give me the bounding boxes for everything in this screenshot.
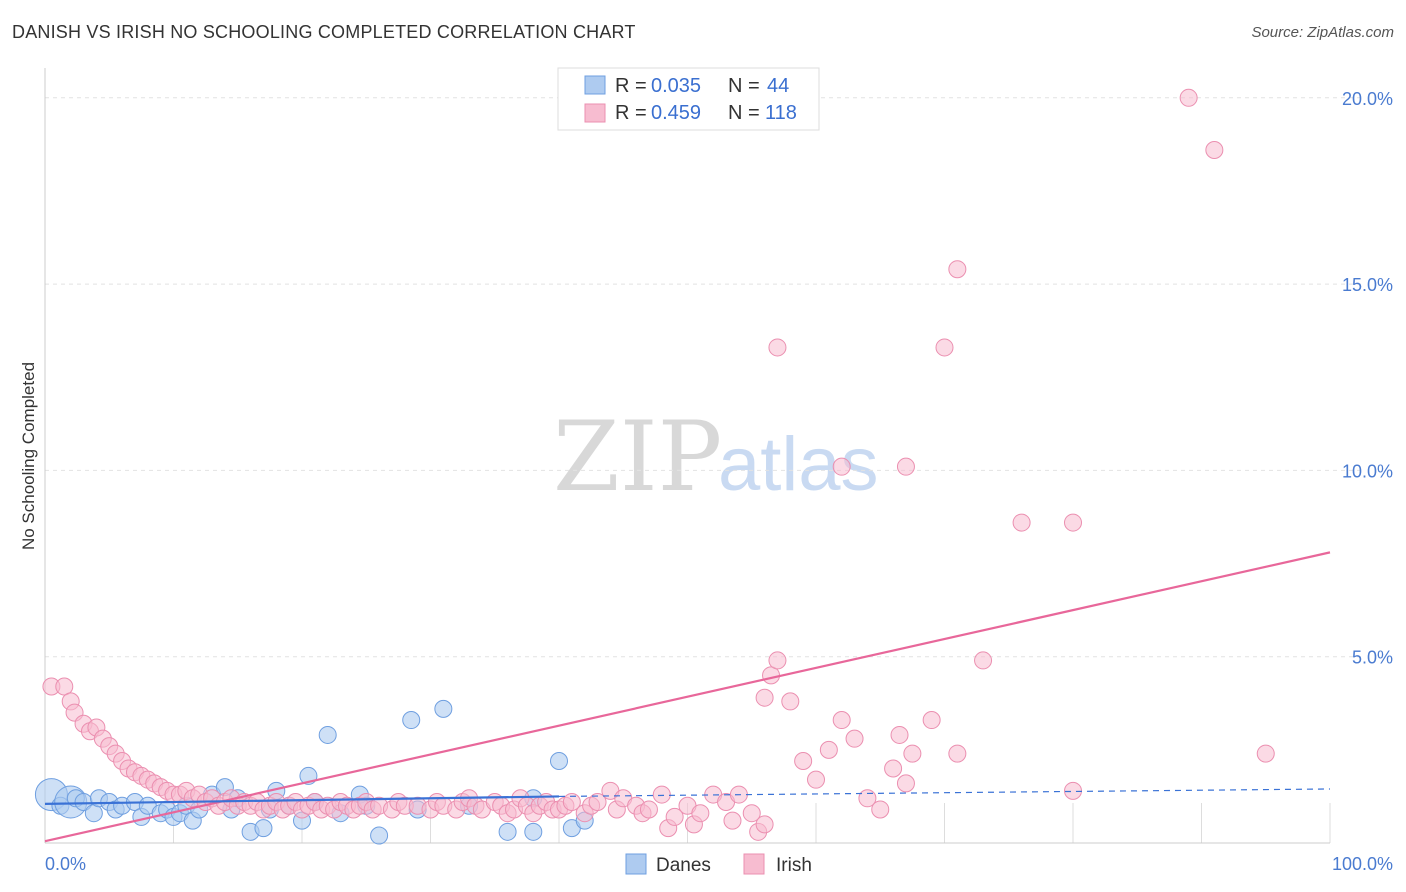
irish-point	[562, 793, 581, 812]
y-tick-label-1: 10.0%	[1342, 461, 1393, 481]
danes-point	[434, 699, 453, 718]
y-tick-label-2: 15.0%	[1342, 275, 1393, 295]
irish-points	[42, 88, 1275, 841]
danes-point	[318, 725, 337, 744]
irish-point	[1256, 744, 1275, 763]
danes-regression-line	[44, 795, 560, 805]
correlation-legend: R = 0.035 N = 44 R = 0.459 N = 118	[557, 67, 820, 131]
legend-danes-n-value: 44	[767, 75, 789, 97]
irish-point	[768, 651, 787, 670]
irish-point	[807, 770, 825, 789]
irish-point	[55, 677, 74, 696]
irish-point	[652, 785, 671, 804]
irish-point	[890, 725, 909, 744]
irish-point	[794, 752, 813, 771]
chart-title: DANISH VS IRISH NO SCHOOLING COMPLETED C…	[12, 22, 636, 42]
irish-point	[832, 457, 851, 476]
legend-irish-label: Irish	[776, 855, 812, 876]
irish-point	[691, 804, 710, 823]
x-tick-labels: 0.0% 100.0%	[45, 854, 1393, 874]
x-tick-label-0: 0.0%	[45, 854, 86, 874]
irish-point	[742, 804, 761, 823]
y-tick-label-0: 5.0%	[1352, 648, 1393, 668]
irish-point	[845, 729, 864, 748]
irish-point	[755, 815, 774, 834]
irish-point	[903, 744, 922, 763]
irish-point	[819, 740, 838, 759]
x-tick-label-1: 100.0%	[1332, 854, 1393, 874]
axes	[44, 68, 1330, 844]
danes-points	[34, 699, 594, 845]
legend-danes-marker	[625, 853, 647, 875]
source-credit: Source: ZipAtlas.com	[1251, 24, 1394, 41]
danes-point	[524, 822, 543, 841]
irish-point	[948, 744, 967, 763]
legend-irish-n-value: 118	[765, 102, 797, 124]
legend-irish-n-label: N =	[728, 102, 760, 124]
danes-point	[402, 711, 421, 730]
irish-point	[974, 651, 993, 670]
legend-irish-marker	[743, 853, 765, 875]
irish-point	[1205, 140, 1224, 159]
irish-point	[588, 793, 607, 812]
y-tick-labels: 5.0% 10.0% 15.0% 20.0%	[1342, 89, 1393, 668]
legend-irish-r-value: 0.459	[651, 102, 701, 124]
danes-point	[550, 752, 568, 771]
irish-point	[768, 338, 787, 357]
series-legend: Danes Irish	[625, 853, 812, 876]
y-axis-title: No Schooling Completed	[19, 362, 38, 550]
legend-danes-r-value: 0.035	[651, 75, 701, 97]
irish-point	[948, 260, 967, 279]
legend-danes-n-label: N =	[728, 75, 760, 97]
watermark: ZIP atlas	[553, 401, 879, 513]
legend-irish-r-label: R =	[615, 102, 647, 124]
irish-point	[1012, 513, 1031, 532]
irish-point	[723, 811, 742, 830]
legend-danes-label: Danes	[656, 855, 711, 876]
irish-point	[755, 688, 774, 707]
irish-point	[1179, 88, 1198, 107]
regression-lines	[44, 551, 1331, 843]
irish-point	[1064, 513, 1082, 532]
irish-point	[935, 338, 954, 357]
irish-point	[871, 800, 890, 819]
irish-point	[832, 711, 851, 730]
irish-point	[896, 774, 915, 793]
danes-regression-extension	[558, 788, 1331, 798]
danes-point	[254, 819, 273, 838]
irish-point	[858, 789, 877, 808]
danes-point	[498, 822, 517, 841]
watermark-atlas: atlas	[718, 422, 879, 507]
legend-danes-swatch	[584, 75, 606, 95]
irish-point	[896, 457, 915, 476]
irish-point	[665, 807, 684, 826]
irish-regression-line	[44, 551, 1331, 843]
irish-point	[922, 711, 941, 730]
irish-point	[781, 692, 800, 711]
legend-danes-r-label: R =	[615, 75, 647, 97]
y-tick-label-3: 20.0%	[1342, 89, 1393, 109]
irish-point	[884, 759, 903, 778]
watermark-zip: ZIP	[553, 401, 722, 513]
legend-irish-swatch	[584, 103, 606, 123]
danes-point	[370, 826, 389, 845]
irish-point	[639, 800, 658, 819]
